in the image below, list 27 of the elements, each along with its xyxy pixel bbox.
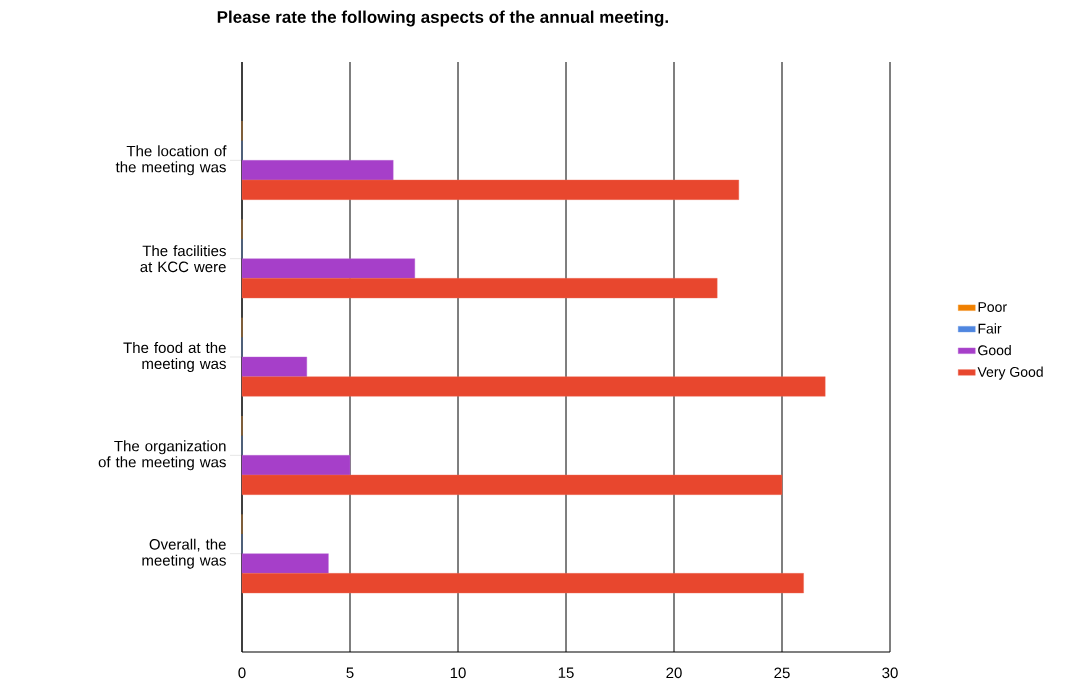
bar <box>241 160 394 181</box>
bar <box>241 573 804 594</box>
bar <box>241 553 329 574</box>
y-tick-label: The location of the meeting was <box>115 145 227 176</box>
x-tick-label: 25 <box>774 667 790 679</box>
bar <box>241 179 739 200</box>
bar <box>241 258 415 279</box>
x-tick-label: 5 <box>346 667 354 678</box>
x-tick-label: 0 <box>238 667 246 679</box>
legend-label: Fair <box>978 323 1002 334</box>
legend-label: Very Good <box>977 366 1043 380</box>
bar <box>241 278 718 299</box>
y-tick-label: The food at the meeting was <box>123 342 226 372</box>
legend-label: Good <box>978 344 1011 356</box>
x-tick-label: 20 <box>666 667 682 679</box>
x-tick-label: 30 <box>882 667 898 679</box>
bar <box>241 356 307 377</box>
y-tick-label: Overall, the meeting was <box>142 538 226 569</box>
bar <box>241 455 351 476</box>
y-tick-label: The organization of the meeting was <box>98 440 226 471</box>
chart-title: Please rate the following aspects of the annual meeting. <box>217 10 668 27</box>
y-tick-label: The facilities at KCC were <box>140 245 226 273</box>
legend-label: Poor <box>978 302 1007 312</box>
x-tick-label: 15 <box>558 667 574 678</box>
bar <box>241 474 783 495</box>
bar <box>241 376 826 397</box>
x-tick-label: 10 <box>450 667 466 679</box>
